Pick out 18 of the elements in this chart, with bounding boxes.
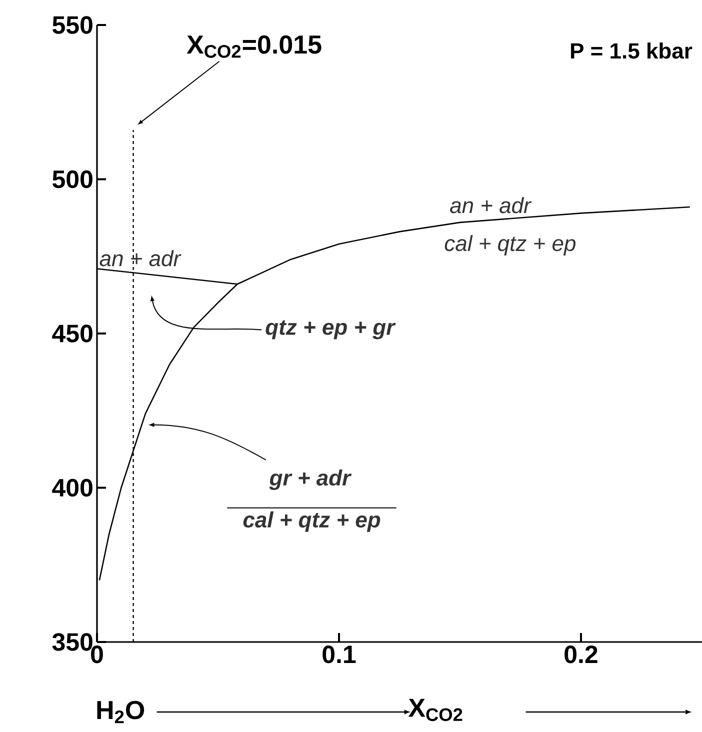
annotation: qtz + ep + gr <box>266 320 396 340</box>
y-tick-label: 550 <box>52 16 92 34</box>
y-tick-label: 500 <box>52 170 92 188</box>
y-tick-label: 450 <box>52 324 92 342</box>
annotation: an + adr <box>450 197 532 214</box>
y-tick-label: 400 <box>52 478 92 497</box>
text: H$_{2}$O <box>97 700 144 724</box>
x-tick-label: 0.1 <box>322 646 356 664</box>
annotation: an + adr <box>100 250 182 266</box>
annotation: cal + qtz + ep <box>444 235 576 256</box>
x-tick-label: 0 <box>91 646 103 664</box>
annotation: P = 1.5 kbar <box>571 42 692 59</box>
x-axis-title: X$_{CO2}$ <box>408 698 462 722</box>
x-tick-label: 0.2 <box>564 646 598 664</box>
y-tick-label: 350 <box>52 633 92 651</box>
annotation: gr + adr <box>269 469 352 490</box>
annotation: cal + qtz + ep <box>243 511 380 532</box>
ref-line-label: X$_{CO2}$=0.015 <box>186 35 322 58</box>
